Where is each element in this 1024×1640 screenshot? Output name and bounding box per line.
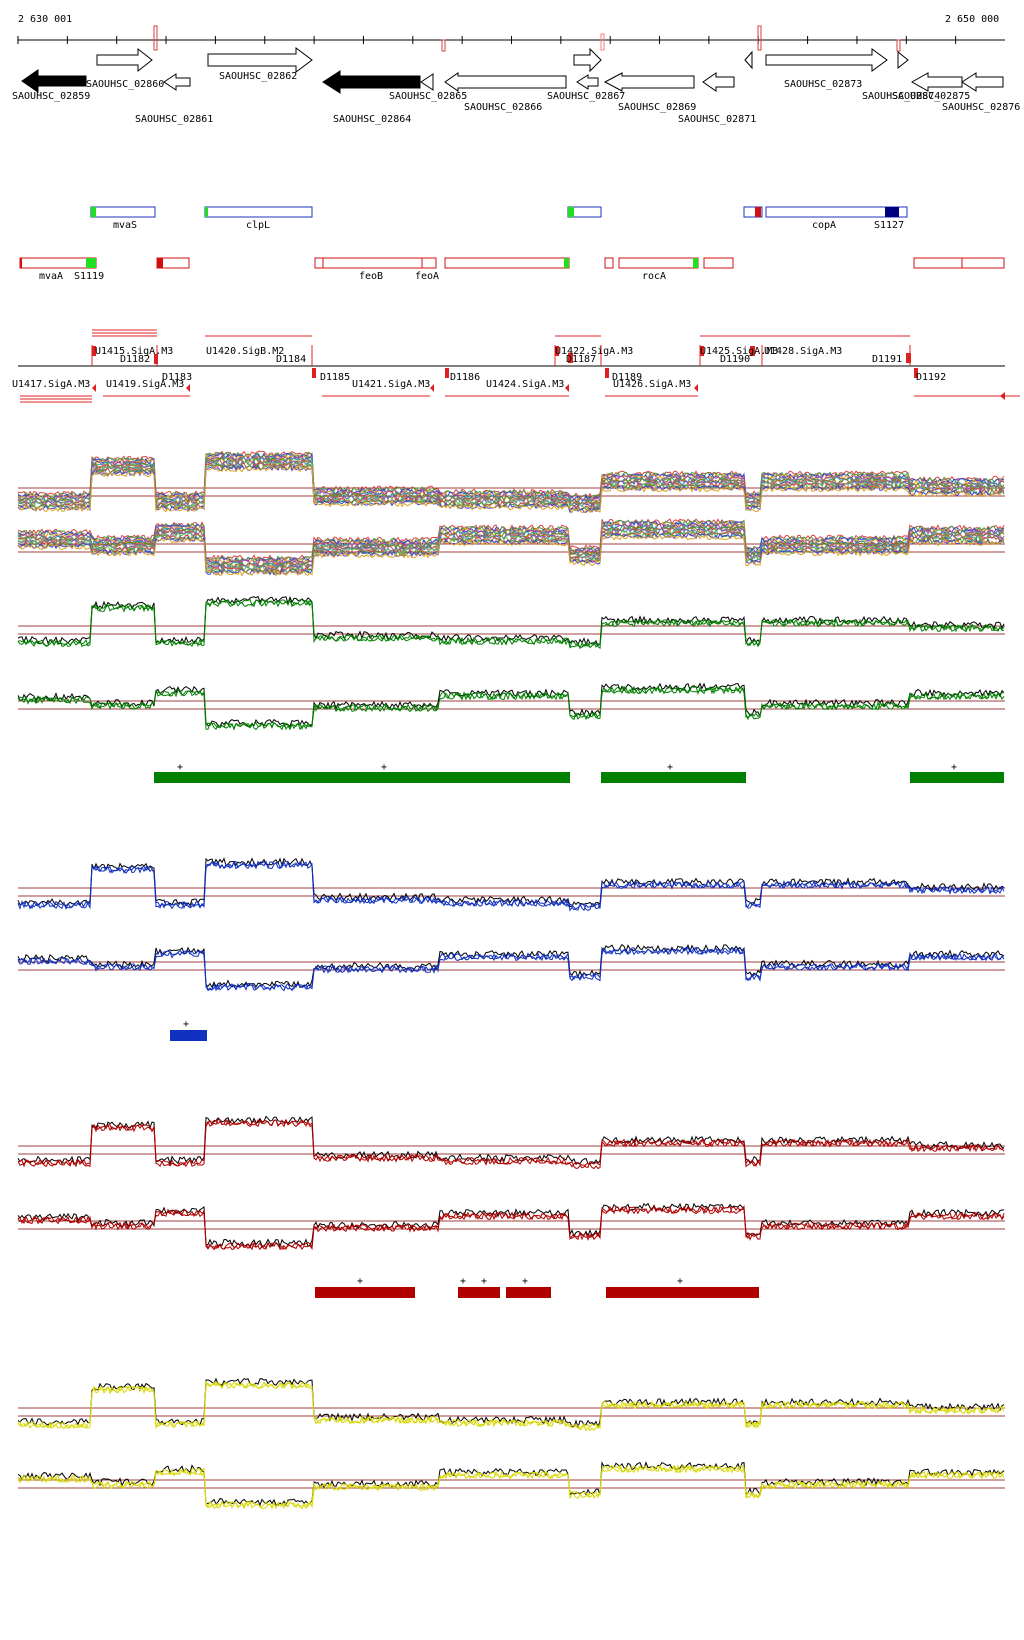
- feature-label: clpL: [246, 220, 270, 231]
- gene-arrow[interactable]: [910, 72, 963, 92]
- tu-labels: U1415.SigA.M3 U1420.SigB.M2 U1422.SigA.M3 U…: [12, 346, 946, 390]
- feature-label: mvaS: [113, 220, 137, 231]
- tu-label: U1426.SigA.M3: [613, 379, 691, 390]
- gene-label: SAOUHSC_02873: [784, 79, 862, 90]
- plus-marker: +: [951, 762, 957, 773]
- gene-label: SAOUHSC_02862: [219, 71, 297, 82]
- gene-label: SAOUHSC_02876: [942, 102, 1020, 113]
- tu-label: D1192: [916, 372, 946, 383]
- expression-panel: [17, 1377, 1005, 1432]
- expression-panel: [17, 1115, 1005, 1170]
- plus-marker: +: [481, 1276, 487, 1287]
- plus-marker: +: [522, 1276, 528, 1287]
- plus-marker: +: [357, 1276, 363, 1287]
- plus-markers: + + + + + + + + + +: [177, 762, 957, 1287]
- ruler-highlights: [153, 25, 901, 52]
- gene-label: SAOUHSC_02875: [892, 91, 970, 102]
- gene-label: SAOUHSC_02860: [86, 79, 164, 90]
- tu-label: U1419.SigA.M3: [106, 379, 184, 390]
- plus-marker: +: [381, 762, 387, 773]
- tu-label: D1187: [566, 354, 596, 365]
- gene-label: SAOUHSC_02871: [678, 114, 756, 125]
- gene-arrow[interactable]: [765, 48, 888, 72]
- feature-label: copA: [812, 220, 836, 231]
- expression-panel: [17, 450, 1005, 514]
- gene-label: SAOUHSC_02859: [12, 91, 90, 102]
- tu-label: D1184: [276, 354, 306, 365]
- feature-label: S1127: [874, 220, 904, 231]
- feature-track-minus: mvaA S1119 feoB feoA rocA: [19, 257, 1005, 282]
- expression-panel: [17, 1460, 1005, 1510]
- gene-arrow[interactable]: [163, 73, 191, 91]
- gene-label: SAOUHSC_02874: [862, 91, 940, 102]
- gene-arrow[interactable]: [897, 50, 909, 70]
- feature-label: rocA: [642, 271, 666, 282]
- gene-arrow[interactable]: [573, 47, 602, 73]
- gene-label: SAOUHSC_02869: [618, 102, 696, 113]
- expression-panel: [17, 682, 1005, 731]
- feature-label: S1119: [74, 271, 104, 282]
- tu-label: D1186: [450, 372, 480, 383]
- gene-arrow[interactable]: [322, 70, 421, 94]
- tu-label: D1191: [872, 354, 902, 365]
- feature-label: feoB: [359, 271, 383, 282]
- expression-panel: [17, 857, 1005, 912]
- gene-arrow[interactable]: [603, 72, 695, 92]
- feature-track-plus: mvaS clpL copA S1127: [90, 206, 908, 231]
- gene-arrow[interactable]: [207, 47, 313, 73]
- gene-label: SAOUHSC_02864: [333, 114, 411, 125]
- expression-panel: [17, 518, 1005, 577]
- gene-label: SAOUHSC_02866: [464, 102, 542, 113]
- plus-marker: +: [667, 762, 673, 773]
- tu-label: D1185: [320, 372, 350, 383]
- tu-label: U1420.SigB.M2: [206, 346, 284, 357]
- tu-label: U1421.SigA.M3: [352, 379, 430, 390]
- gene-arrow[interactable]: [961, 72, 1004, 92]
- expression-panel: [17, 595, 1005, 650]
- feature-label: mvaA: [39, 271, 63, 282]
- tu-label: U1415.SigA.M3: [95, 346, 173, 357]
- plus-marker: +: [177, 762, 183, 773]
- tu-label: D1183: [162, 372, 192, 383]
- gene-label: SAOUHSC_02861: [135, 114, 213, 125]
- gene-arrow[interactable]: [744, 50, 753, 70]
- gene-arrow[interactable]: [96, 47, 153, 73]
- tu-label: D1189: [612, 372, 642, 383]
- feature-minus-labels: mvaA S1119 feoB feoA rocA: [39, 271, 666, 282]
- plus-marker: +: [183, 1019, 189, 1030]
- gene-arrow[interactable]: [702, 72, 735, 92]
- ruler-start-label: 2 630 001: [18, 14, 72, 25]
- tu-label: U1424.SigA.M3: [486, 379, 564, 390]
- gene-label: SAOUHSC_02867: [547, 91, 625, 102]
- feature-label: feoA: [415, 271, 439, 282]
- ruler-end-label: 2 650 000: [945, 14, 999, 25]
- expression-panel: [17, 943, 1005, 992]
- expression-profiles: [17, 450, 1005, 1510]
- plus-marker: +: [677, 1276, 683, 1287]
- feature-plus-labels: mvaS clpL copA S1127: [113, 220, 904, 231]
- genome-ruler: 2 630 001 2 650 000: [17, 14, 1005, 52]
- tu-label: U1425.SigA.M3: [700, 346, 778, 357]
- gene-label: SAOUHSC_02865: [389, 91, 467, 102]
- transcription-unit-track: U1415.SigA.M3 U1420.SigB.M2 U1422.SigA.M3 U…: [12, 329, 1020, 403]
- tu-label: U1422.SigA.M3: [555, 346, 633, 357]
- expression-panel: [17, 1202, 1005, 1251]
- gene-arrow[interactable]: [444, 72, 567, 92]
- segment-bars: + + + + + + + + + +: [154, 762, 1004, 1298]
- tu-label: D1190: [720, 354, 750, 365]
- tu-label: U1417.SigA.M3: [12, 379, 90, 390]
- gene-arrow[interactable]: [420, 73, 434, 91]
- tu-label: D1182: [120, 354, 150, 365]
- gene-arrow[interactable]: [576, 74, 599, 90]
- plus-marker: +: [460, 1276, 466, 1287]
- gene-arrow[interactable]: [21, 69, 87, 93]
- tu-label: U1428.SigA.M3: [764, 346, 842, 357]
